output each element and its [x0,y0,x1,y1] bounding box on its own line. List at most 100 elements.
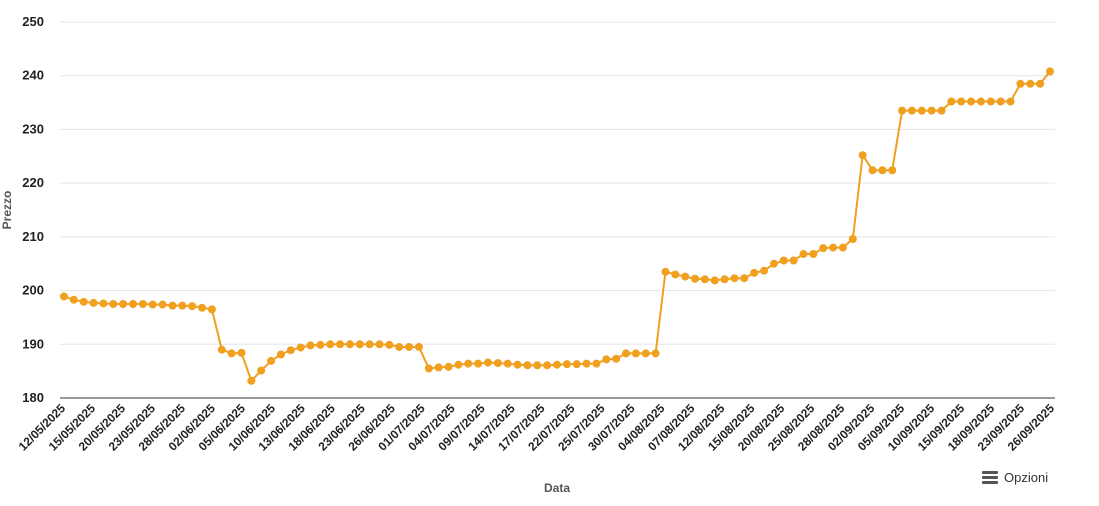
data-point[interactable] [957,97,966,106]
data-point[interactable] [148,300,157,309]
data-point[interactable] [434,363,443,372]
data-point[interactable] [237,348,246,357]
data-point[interactable] [247,376,256,385]
data-point[interactable] [799,250,808,259]
data-point[interactable] [1036,79,1045,88]
data-point[interactable] [188,302,197,311]
data-point[interactable] [1046,67,1054,76]
data-point[interactable] [651,349,660,358]
data-point[interactable] [986,97,995,106]
data-point[interactable] [996,97,1005,106]
data-point[interactable] [671,270,680,279]
data-point[interactable] [306,341,315,350]
data-point[interactable] [79,297,88,306]
data-point[interactable] [543,361,552,370]
options-button[interactable]: Opzioni [982,466,1048,488]
data-point[interactable] [316,340,325,349]
data-point[interactable] [750,268,759,277]
data-point[interactable] [523,361,532,370]
data-point[interactable] [158,300,167,309]
data-point[interactable] [789,256,798,265]
data-point[interactable] [1006,97,1015,106]
data-point[interactable] [691,274,700,283]
data-point[interactable] [454,360,463,369]
data-point[interactable] [710,276,719,285]
data-point[interactable] [267,356,276,365]
data-point[interactable] [405,342,414,351]
data-point[interactable] [424,364,433,373]
data-point[interactable] [207,305,216,314]
data-point[interactable] [1016,79,1025,88]
data-point[interactable] [562,360,571,369]
data-point[interactable] [178,301,187,310]
data-point[interactable] [109,300,118,308]
data-point[interactable] [700,275,709,284]
data-point[interactable] [276,350,285,359]
data-point[interactable] [592,359,601,368]
data-point[interactable] [198,303,207,312]
data-point[interactable] [493,359,502,368]
data-point[interactable] [286,346,295,355]
data-point[interactable] [119,300,128,308]
data-point[interactable] [355,340,364,349]
data-point[interactable] [99,299,108,308]
data-point[interactable] [365,340,374,349]
data-point[interactable] [602,355,611,364]
data-point[interactable] [385,340,394,349]
data-point[interactable] [976,97,985,106]
data-point[interactable] [513,360,522,369]
data-point[interactable] [848,235,857,244]
data-point[interactable] [336,340,345,349]
data-point[interactable] [661,267,670,276]
data-point[interactable] [464,359,473,368]
data-point[interactable] [533,361,542,370]
data-point[interactable] [572,360,581,369]
data-point[interactable] [631,349,640,358]
data-point[interactable] [641,349,650,358]
data-point[interactable] [60,292,68,301]
data-point[interactable] [927,106,936,115]
data-point[interactable] [138,300,147,308]
data-point[interactable] [967,97,976,106]
data-point[interactable] [888,166,897,175]
data-point[interactable] [69,295,78,304]
data-point[interactable] [503,359,512,368]
data-point[interactable] [819,244,828,253]
data-point[interactable] [730,274,739,283]
data-point[interactable] [760,266,769,275]
data-point[interactable] [1026,79,1035,88]
data-point[interactable] [129,300,138,308]
data-point[interactable] [326,340,335,349]
data-point[interactable] [444,362,453,371]
data-point[interactable] [858,151,867,160]
data-point[interactable] [217,345,226,354]
data-point[interactable] [168,301,177,310]
data-point[interactable] [907,106,916,115]
data-point[interactable] [553,360,561,369]
data-point[interactable] [838,243,847,252]
data-point[interactable] [917,106,926,115]
data-point[interactable] [779,256,788,265]
data-point[interactable] [809,250,818,259]
data-point[interactable] [622,349,631,358]
data-point[interactable] [89,298,98,307]
data-point[interactable] [947,97,956,106]
data-point[interactable] [612,354,621,363]
data-point[interactable] [720,275,729,284]
data-point[interactable] [345,340,354,349]
data-point[interactable] [937,106,946,115]
data-point[interactable] [878,166,887,175]
data-point[interactable] [414,342,423,351]
data-point[interactable] [769,259,778,268]
data-point[interactable] [227,349,236,358]
data-point[interactable] [375,340,384,349]
data-point[interactable] [829,243,838,252]
data-point[interactable] [474,359,483,368]
data-point[interactable] [483,358,492,367]
data-point[interactable] [296,343,305,352]
data-point[interactable] [681,272,690,281]
data-point[interactable] [898,106,907,115]
data-point[interactable] [740,274,749,283]
data-point[interactable] [868,166,877,175]
data-point[interactable] [395,342,404,351]
